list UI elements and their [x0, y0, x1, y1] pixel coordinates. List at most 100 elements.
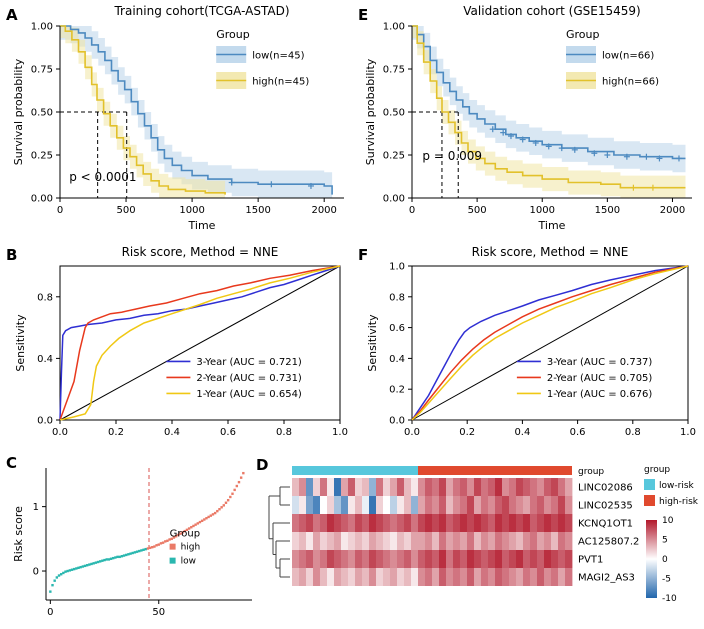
panel-label-e: E	[358, 6, 369, 24]
svg-text:high: high	[181, 543, 201, 553]
svg-text:-10: -10	[662, 594, 677, 604]
svg-text:1000: 1000	[530, 205, 555, 216]
svg-text:0.4: 0.4	[389, 354, 405, 365]
svg-text:low(n=66): low(n=66)	[602, 51, 654, 62]
panel-label-c: C	[6, 454, 18, 472]
svg-text:0.4: 0.4	[164, 427, 180, 438]
svg-text:0.25: 0.25	[31, 151, 53, 162]
svg-text:1500: 1500	[245, 205, 270, 216]
svg-text:0.2: 0.2	[459, 427, 475, 438]
svg-text:1000: 1000	[179, 205, 204, 216]
svg-text:0.6: 0.6	[389, 323, 405, 334]
svg-text:0.00: 0.00	[31, 194, 53, 205]
svg-text:LINC02535: LINC02535	[578, 501, 633, 512]
svg-text:0.8: 0.8	[276, 427, 292, 438]
svg-text:10: 10	[662, 516, 674, 526]
svg-text:p < 0.0001: p < 0.0001	[69, 170, 136, 184]
roc-plot-validation: Risk score, Method = NNE 0.0 0.2 0.4 0.6 0.8 1…	[366, 245, 696, 438]
svg-text:1.00: 1.00	[383, 22, 405, 33]
svg-text:Time: Time	[188, 219, 216, 232]
svg-text:5: 5	[662, 536, 668, 546]
roc-plot-training: Risk score, Method = NNE 0.0 0.2 0.4 0.6 0.8 1…	[14, 245, 348, 438]
svg-text:AC125807.2: AC125807.2	[578, 537, 639, 548]
svg-text:group: group	[578, 467, 604, 477]
svg-text:Survival probability: Survival probability	[364, 58, 377, 165]
svg-text:0: 0	[47, 607, 53, 618]
svg-text:0: 0	[57, 205, 63, 216]
svg-text:high-risk: high-risk	[659, 497, 699, 507]
svg-text:p = 0.009: p = 0.009	[422, 149, 482, 163]
svg-text:2-Year (AUC = 0.731): 2-Year (AUC = 0.731)	[196, 373, 302, 384]
svg-text:0.0: 0.0	[404, 427, 420, 438]
svg-text:group: group	[644, 465, 670, 475]
svg-text:1.0: 1.0	[332, 427, 348, 438]
svg-text:0.8: 0.8	[389, 292, 405, 303]
svg-text:low: low	[181, 557, 196, 567]
svg-text:0: 0	[662, 555, 668, 565]
svg-text:LINC02086: LINC02086	[578, 483, 633, 494]
svg-text:low(n=45): low(n=45)	[252, 51, 304, 62]
panel-label-d: D	[256, 456, 269, 474]
svg-text:1.0: 1.0	[389, 262, 405, 273]
svg-text:PVT1: PVT1	[578, 555, 603, 566]
svg-text:0.6: 0.6	[220, 427, 236, 438]
svg-text:1.0: 1.0	[680, 427, 696, 438]
svg-text:Group: Group	[170, 529, 200, 540]
svg-text:Group: Group	[216, 28, 250, 41]
svg-text:Risk score, Method = NNE: Risk score, Method = NNE	[122, 245, 279, 259]
svg-text:0.0: 0.0	[37, 416, 53, 427]
panel-label-b: B	[6, 246, 18, 264]
svg-text:Training cohort(TCGA-ASTAD): Training cohort(TCGA-ASTAD)	[113, 4, 289, 18]
svg-text:0.75: 0.75	[31, 65, 53, 76]
svg-text:0.0: 0.0	[52, 427, 68, 438]
svg-text:Survival probability: Survival probability	[12, 58, 25, 165]
svg-text:Time: Time	[538, 219, 566, 232]
svg-text:-5: -5	[662, 575, 671, 585]
svg-text:0.4: 0.4	[37, 354, 53, 365]
svg-text:0.25: 0.25	[383, 151, 405, 162]
svg-text:1500: 1500	[595, 205, 620, 216]
svg-text:0.00: 0.00	[383, 194, 405, 205]
svg-text:0.2: 0.2	[108, 427, 124, 438]
svg-text:0.50: 0.50	[31, 108, 53, 119]
svg-text:2000: 2000	[311, 205, 336, 216]
svg-text:0.50: 0.50	[383, 108, 405, 119]
svg-text:500: 500	[116, 205, 135, 216]
heatmap-plot: group LINC02086 LINC02535 KCNQ1OT1 AC125807.…	[268, 465, 699, 604]
svg-text:1-Year (AUC = 0.654): 1-Year (AUC = 0.654)	[196, 389, 302, 400]
svg-text:1-Year (AUC = 0.676): 1-Year (AUC = 0.676)	[547, 389, 653, 400]
svg-text:3-Year (AUC = 0.721): 3-Year (AUC = 0.721)	[196, 357, 302, 368]
svg-text:high(n=45): high(n=45)	[252, 77, 309, 88]
panel-label-a: A	[6, 6, 18, 24]
km-plot-training: Training cohort(TCGA-ASTAD) 0 500 1000 1500 2…	[12, 4, 344, 232]
svg-text:2000: 2000	[660, 205, 685, 216]
svg-text:1: 1	[33, 502, 39, 513]
svg-text:0.6: 0.6	[570, 427, 586, 438]
svg-text:KCNQ1OT1: KCNQ1OT1	[578, 519, 633, 530]
svg-text:Group: Group	[566, 28, 600, 41]
svg-text:3-Year (AUC = 0.737): 3-Year (AUC = 0.737)	[547, 357, 653, 368]
svg-text:1.00: 1.00	[31, 22, 53, 33]
svg-text:Sensitivity: Sensitivity	[366, 314, 379, 372]
svg-text:Risk score: Risk score	[12, 506, 25, 562]
svg-text:0.2: 0.2	[389, 385, 405, 396]
svg-text:high(n=66): high(n=66)	[602, 77, 659, 88]
svg-text:MAGI2_AS3: MAGI2_AS3	[578, 573, 635, 584]
km-plot-validation: Validation cohort (GSE15459) 0 500 1000 1500…	[364, 4, 692, 232]
svg-text:low-risk: low-risk	[659, 481, 695, 491]
svg-text:2-Year (AUC = 0.705): 2-Year (AUC = 0.705)	[547, 373, 653, 384]
risk-score-plot: 0 50 0 1 Risk score Group high low	[12, 468, 252, 618]
panel-label-f: F	[358, 246, 369, 264]
svg-text:Risk score, Method = NNE: Risk score, Method = NNE	[472, 245, 629, 259]
svg-text:Validation cohort (GSE15459): Validation cohort (GSE15459)	[463, 4, 640, 18]
svg-text:0.75: 0.75	[383, 65, 405, 76]
svg-text:0.8: 0.8	[625, 427, 641, 438]
svg-text:500: 500	[468, 205, 487, 216]
svg-text:Sensitivity: Sensitivity	[14, 314, 27, 372]
svg-text:0.4: 0.4	[514, 427, 530, 438]
svg-text:0.8: 0.8	[37, 292, 53, 303]
svg-text:0.0: 0.0	[389, 416, 405, 427]
svg-text:50: 50	[152, 607, 165, 618]
svg-text:0: 0	[409, 205, 415, 216]
